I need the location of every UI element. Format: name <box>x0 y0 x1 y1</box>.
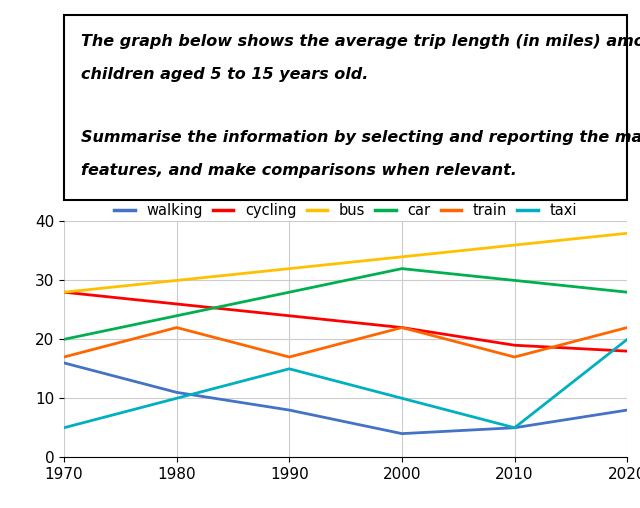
bus <box>623 230 631 236</box>
train <box>285 354 293 360</box>
FancyBboxPatch shape <box>64 15 627 201</box>
taxi <box>60 425 68 431</box>
train <box>60 354 68 360</box>
Line: walking: walking <box>64 363 627 434</box>
cycling <box>173 301 180 307</box>
Line: train: train <box>64 328 627 357</box>
cycling <box>623 348 631 354</box>
Text: children aged 5 to 15 years old.: children aged 5 to 15 years old. <box>81 67 368 82</box>
car <box>623 289 631 295</box>
train <box>511 354 518 360</box>
walking <box>173 389 180 395</box>
car <box>285 289 293 295</box>
Text: Summarise the information by selecting and reporting the main: Summarise the information by selecting a… <box>81 130 640 145</box>
cycling <box>398 325 406 331</box>
Line: cycling: cycling <box>64 292 627 351</box>
taxi <box>173 395 180 401</box>
walking <box>60 360 68 366</box>
taxi <box>623 336 631 342</box>
car <box>173 313 180 319</box>
train <box>398 325 406 331</box>
bus <box>60 289 68 295</box>
car <box>60 336 68 342</box>
train <box>623 325 631 331</box>
walking <box>623 407 631 413</box>
taxi <box>511 425 518 431</box>
walking <box>398 431 406 437</box>
bus <box>511 242 518 248</box>
walking <box>511 425 518 431</box>
taxi <box>285 366 293 372</box>
taxi <box>398 395 406 401</box>
Text: The graph below shows the average trip length (in miles) among U.S.: The graph below shows the average trip l… <box>81 34 640 49</box>
Legend: walking, cycling, bus, car, train, taxi: walking, cycling, bus, car, train, taxi <box>108 198 583 225</box>
car <box>511 277 518 283</box>
walking <box>285 407 293 413</box>
cycling <box>511 342 518 348</box>
cycling <box>60 289 68 295</box>
Text: features, and make comparisons when relevant.: features, and make comparisons when rele… <box>81 164 516 178</box>
Line: taxi: taxi <box>64 339 627 428</box>
cycling <box>285 313 293 319</box>
Line: car: car <box>64 269 627 339</box>
car <box>398 266 406 272</box>
bus <box>398 254 406 260</box>
train <box>173 325 180 331</box>
Line: bus: bus <box>64 233 627 292</box>
bus <box>173 277 180 283</box>
bus <box>285 266 293 272</box>
